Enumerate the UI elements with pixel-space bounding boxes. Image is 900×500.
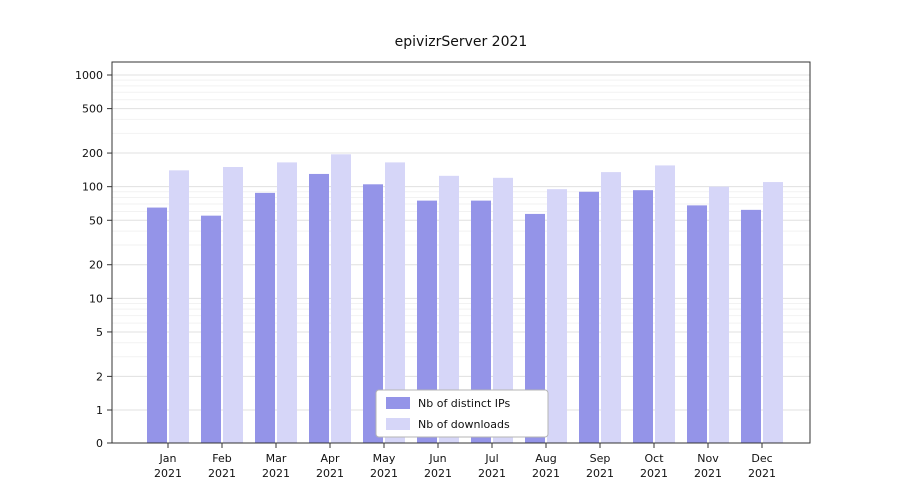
bar-nb-of-distinct-ips-jul: [471, 200, 491, 443]
bar-nb-of-distinct-ips-jun: [417, 200, 437, 443]
bar-nb-of-distinct-ips-mar: [255, 192, 275, 443]
bar-nb-of-downloads-feb: [223, 167, 243, 443]
bar-nb-of-downloads-jun: [439, 175, 459, 444]
bar-nb-of-distinct-ips-jan: [147, 207, 167, 443]
x-tick-year-label: 2021: [370, 467, 398, 480]
x-tick-year-label: 2021: [532, 467, 560, 480]
x-tick-year-label: 2021: [424, 467, 452, 480]
x-tick-year-label: 2021: [748, 467, 776, 480]
bar-nb-of-downloads-jan: [169, 170, 189, 443]
legend-box: [375, 389, 549, 438]
x-tick-year-label: 2021: [694, 467, 722, 480]
y-tick-label: 2: [96, 370, 103, 383]
x-tick-year-label: 2021: [208, 467, 236, 480]
bar-nb-of-downloads-dec: [763, 182, 783, 443]
x-tick-label: Apr: [320, 452, 340, 465]
x-tick-label: Nov: [697, 452, 719, 465]
bar-nb-of-downloads-apr: [331, 154, 351, 443]
x-tick-year-label: 2021: [262, 467, 290, 480]
y-tick-label: 20: [89, 259, 103, 272]
x-tick-year-label: 2021: [586, 467, 614, 480]
bar-nb-of-distinct-ips-apr: [309, 173, 329, 443]
bar-nb-of-downloads-aug: [547, 189, 567, 443]
legend-swatch: [386, 418, 410, 430]
x-tick-year-label: 2021: [154, 467, 182, 480]
x-tick-label: Jul: [484, 452, 498, 465]
bar-nb-of-downloads-may: [385, 162, 405, 443]
legend-swatch: [386, 397, 410, 409]
plot-frame: [111, 61, 811, 444]
y-tick-label: 10: [89, 292, 103, 305]
bar-nb-of-distinct-ips-oct: [633, 190, 653, 443]
x-tick-year-label: 2021: [640, 467, 668, 480]
x-tick-label: May: [373, 452, 396, 465]
y-tick-label: 50: [89, 214, 103, 227]
y-tick-label: 1: [96, 404, 103, 417]
bar-nb-of-distinct-ips-sep: [579, 191, 599, 443]
x-tick-label: Mar: [266, 452, 287, 465]
legend-label: Nb of distinct IPs: [418, 397, 510, 410]
bar-nb-of-distinct-ips-feb: [201, 215, 221, 443]
legend-label: Nb of downloads: [418, 418, 510, 431]
bar-nb-of-downloads-oct: [655, 165, 675, 443]
x-tick-label: Aug: [535, 452, 556, 465]
x-tick-label: Jan: [159, 452, 177, 465]
x-tick-label: Feb: [212, 452, 231, 465]
x-tick-label: Dec: [751, 452, 772, 465]
bar-nb-of-downloads-nov: [709, 186, 729, 443]
bar-nb-of-distinct-ips-dec: [741, 209, 761, 443]
y-tick-label: 1000: [75, 69, 103, 82]
y-tick-label: 5: [96, 326, 103, 339]
y-tick-label: 500: [82, 103, 103, 116]
y-tick-label: 0: [96, 437, 103, 450]
x-tick-year-label: 2021: [478, 467, 506, 480]
x-tick-year-label: 2021: [316, 467, 344, 480]
y-tick-label: 100: [82, 181, 103, 194]
chart-title: epivizrServer 2021: [394, 34, 528, 50]
x-tick-label: Oct: [644, 452, 664, 465]
x-tick-label: Jun: [428, 452, 446, 465]
x-tick-label: Sep: [590, 452, 611, 465]
bar-nb-of-downloads-sep: [601, 172, 621, 443]
bar-nb-of-distinct-ips-may: [363, 184, 383, 443]
bar-nb-of-downloads-mar: [277, 162, 297, 443]
y-tick-label: 200: [82, 147, 103, 160]
bar-nb-of-distinct-ips-nov: [687, 205, 707, 443]
bar-nb-of-downloads-jul: [493, 177, 513, 443]
bar-nb-of-distinct-ips-aug: [525, 213, 545, 443]
